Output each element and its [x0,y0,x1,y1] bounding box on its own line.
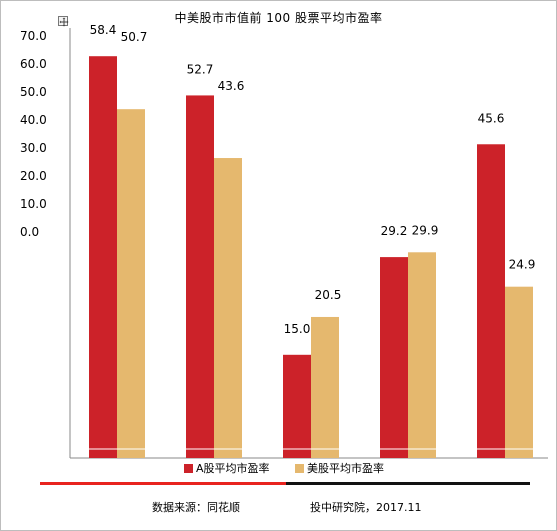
y-tick-label: 40.0 [20,113,47,127]
footer-rule-red [40,482,286,485]
bar-us-share [214,158,242,459]
bar-a-share [477,144,505,458]
bar-us-share [311,316,339,458]
footer-source: 数据来源：同花顺 [152,501,240,514]
data-label-a-share: 58.4 [90,23,117,37]
data-label-a-share: 52.7 [187,62,214,76]
legend-label-us-share: 美股平均市盈率 [307,462,384,475]
legend-label-a-share: A股平均市盈率 [196,462,270,475]
legend-swatch-a-share [184,463,193,473]
bar-a-share [380,257,408,458]
y-tick-label: 70.0 [20,29,47,43]
bar-us-share [505,286,533,458]
data-label-a-share: 45.6 [478,111,505,125]
y-tick-label: 50.0 [20,85,47,99]
data-label-a-share: 15.0 [284,322,311,336]
data-label-us-share: 20.5 [315,288,342,302]
legend-swatch-us-share [295,463,304,473]
data-label-us-share: 29.9 [412,223,439,237]
data-label-us-share: 43.6 [218,79,245,93]
y-tick-label: 0.0 [20,225,40,239]
y-tick-label: 20.0 [20,169,47,183]
bar-us-share [117,109,145,459]
y-tick-label: 10.0 [20,197,47,211]
move-handle-icon[interactable] [58,16,69,27]
bar-a-share [283,354,311,458]
legend-item-a-share: A股平均市盈率 [184,460,270,476]
chart-title: 中美股市市值前 100 股票平均市盈率 [174,11,383,25]
legend-item-us-share: 美股平均市盈率 [295,460,384,476]
footer-rule-black [286,482,530,485]
bar-a-share [89,56,117,458]
bar-a-share [186,95,214,458]
data-label-a-share: 29.2 [381,224,408,238]
footer-institute: 投中研究院，2017.11 [310,501,422,514]
bar-us-share [408,252,436,458]
data-label-us-share: 24.9 [509,258,536,272]
y-tick-label: 30.0 [20,141,47,155]
data-label-us-share: 50.7 [121,30,148,44]
y-tick-label: 60.0 [20,57,47,71]
